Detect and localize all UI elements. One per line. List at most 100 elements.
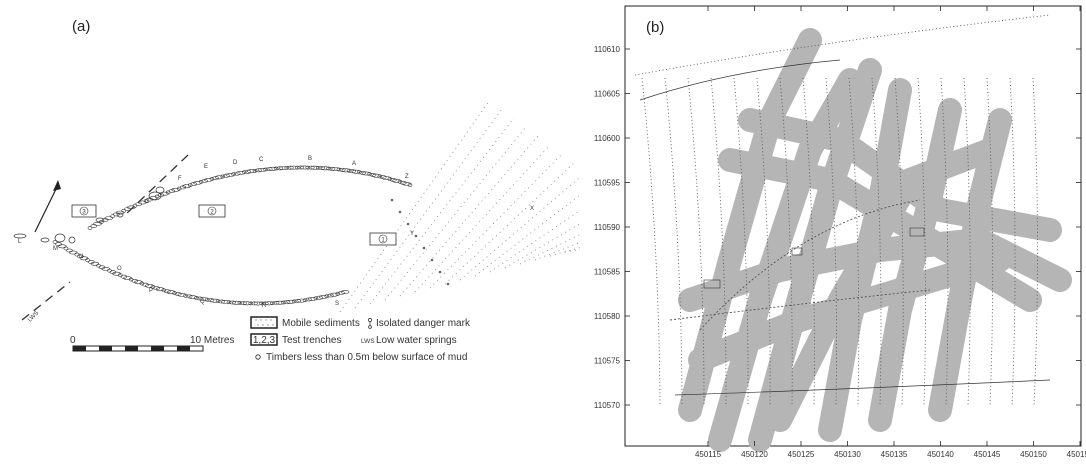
timber <box>236 170 245 175</box>
timber <box>40 237 50 243</box>
y-tick-label: 110575 <box>594 357 621 366</box>
timber <box>68 250 78 255</box>
timber <box>240 301 247 306</box>
timber <box>329 292 339 297</box>
timber <box>116 212 124 218</box>
timber <box>284 165 290 170</box>
timber <box>286 299 295 304</box>
sediment-point <box>422 246 426 250</box>
survey-track <box>641 77 661 406</box>
y-tick-label: 110585 <box>594 268 621 277</box>
survey-track <box>963 77 971 406</box>
timber <box>402 181 412 186</box>
timber <box>297 298 306 303</box>
svg-text:F: F <box>178 176 182 182</box>
survey-track <box>733 77 749 406</box>
legend-timbers: Timbers less than 0.5m below surface of … <box>266 352 467 363</box>
y-tick-label: 110590 <box>594 223 621 232</box>
timber <box>251 301 258 306</box>
survey-track <box>687 77 705 406</box>
survey-track <box>634 14 1051 76</box>
timber <box>204 177 213 182</box>
sediment-line <box>414 144 551 293</box>
x-tick-label: 450145 <box>974 450 1001 459</box>
x-tick-label: 450130 <box>834 450 861 459</box>
timber <box>214 175 224 180</box>
y-tick-label: 110595 <box>594 179 621 188</box>
x-tick-label: 450120 <box>741 450 768 459</box>
timber <box>318 295 328 299</box>
survey-track <box>917 77 927 406</box>
sediment-line <box>354 108 503 309</box>
timber <box>346 168 352 173</box>
svg-text:Q: Q <box>200 299 205 305</box>
svg-text:O: O <box>117 266 122 272</box>
y-tick-label: 110610 <box>594 45 621 54</box>
timber <box>308 297 317 301</box>
svg-text:S: S <box>335 301 339 307</box>
survey-track <box>1032 77 1038 406</box>
sediment-point <box>430 258 434 262</box>
timber <box>229 300 236 305</box>
timber <box>286 165 294 170</box>
legend-mobile-sediments: Mobile sediments <box>282 318 360 329</box>
timber <box>172 291 177 296</box>
survey-track-panel: 110610 110605 110600 110595 110590 110585 1105… <box>580 0 1086 463</box>
survey-track <box>699 199 921 331</box>
y-axis-ticks: 110610 110605 110600 110595 110590 110585 1105… <box>594 45 1081 410</box>
sediment-point <box>438 270 442 274</box>
timber <box>281 300 286 305</box>
timber <box>361 171 371 176</box>
site-plan-drawing: 3 2 1 G F E D C B A Z L M N O P <box>13 99 683 363</box>
trench-marker-b3 <box>909 227 925 237</box>
timber <box>242 170 247 175</box>
x-tick-label: 450135 <box>881 450 908 459</box>
timber <box>54 233 66 243</box>
swath-band <box>738 108 1062 242</box>
svg-text:E: E <box>204 164 208 170</box>
timber <box>155 186 165 194</box>
north-arrow-icon <box>34 180 61 233</box>
survey-track <box>825 77 838 406</box>
timber <box>177 292 187 297</box>
timber <box>155 287 165 292</box>
timber <box>289 165 299 170</box>
timber <box>387 177 393 181</box>
legend-low-water: Low water springs <box>376 335 457 346</box>
timber <box>252 168 258 173</box>
sediment-line <box>399 135 539 297</box>
timber <box>220 174 226 179</box>
survey-track <box>669 289 931 321</box>
timber <box>313 296 319 301</box>
timber <box>372 173 381 178</box>
timber <box>265 167 273 172</box>
svg-text:3: 3 <box>82 210 86 216</box>
swath-band <box>768 138 1002 432</box>
timber <box>382 176 391 181</box>
timber <box>187 183 193 188</box>
sediment-line <box>384 126 527 301</box>
survey-track-lines <box>634 14 1051 406</box>
timber <box>302 298 308 303</box>
y-tick-label: 110600 <box>594 134 621 143</box>
survey-track-plot: 110610 110605 110600 110595 110590 110585 1105… <box>594 5 1086 459</box>
timber <box>315 165 321 170</box>
timber <box>74 252 80 257</box>
timber <box>77 254 84 259</box>
test-trench-2: 2 <box>198 204 226 218</box>
legend: Mobile sediments 1,2,3 Test trenches Tim… <box>250 316 471 363</box>
timber <box>104 216 114 221</box>
timber <box>324 294 330 299</box>
survey-track <box>986 77 994 406</box>
sediment-point <box>446 282 450 286</box>
timber <box>205 297 210 302</box>
timber <box>276 166 284 171</box>
point-labels-lower: L M N O P Q R S <box>18 239 339 309</box>
timber <box>194 295 199 300</box>
svg-text:N: N <box>79 254 83 260</box>
survey-track <box>848 77 860 406</box>
svg-text:P: P <box>149 288 153 294</box>
survey-track <box>940 77 949 406</box>
timber <box>225 173 235 177</box>
timber <box>307 165 315 170</box>
